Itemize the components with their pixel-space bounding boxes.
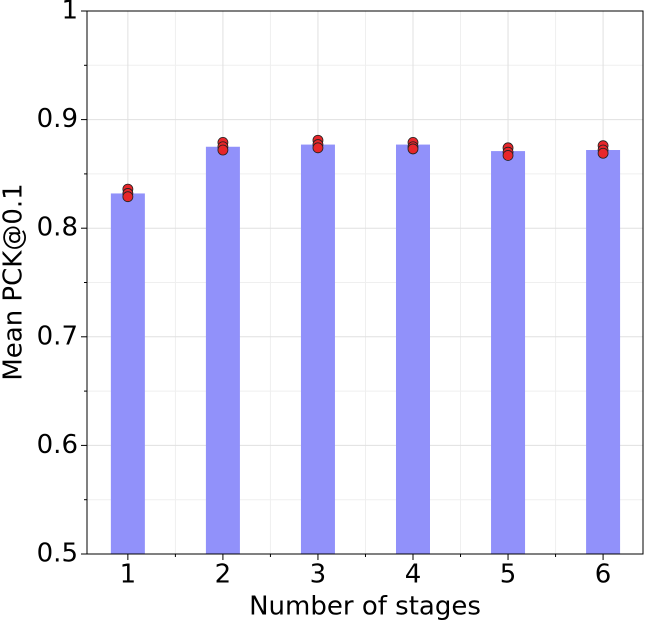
bar	[205, 146, 240, 554]
x-tick-label: 3	[310, 560, 327, 590]
point	[502, 150, 514, 161]
bar	[395, 144, 430, 554]
x-axis-label: Number of stages	[249, 592, 481, 622]
point	[122, 191, 134, 203]
point	[217, 144, 229, 156]
y-axis-label: Mean PCK@0.1	[0, 183, 29, 380]
point	[597, 147, 609, 159]
point	[312, 142, 324, 154]
y-tick-label: 0.5	[37, 539, 78, 569]
bar	[586, 150, 621, 554]
x-tick-label: 5	[500, 560, 517, 590]
x-tick-label: 1	[120, 560, 137, 590]
x-tick-label: 6	[595, 560, 612, 590]
x-tick-label: 2	[215, 560, 232, 590]
bar	[491, 151, 526, 554]
bar	[110, 193, 145, 554]
y-tick-label: 0.7	[37, 321, 78, 351]
y-tick-label: 0.8	[37, 213, 78, 243]
y-tick-label: 0.6	[37, 430, 78, 460]
y-tick-label: 0.9	[37, 104, 78, 134]
bar	[300, 144, 335, 554]
point	[407, 143, 419, 155]
y-tick-label: 1	[61, 0, 78, 26]
x-tick-label: 4	[405, 560, 422, 590]
